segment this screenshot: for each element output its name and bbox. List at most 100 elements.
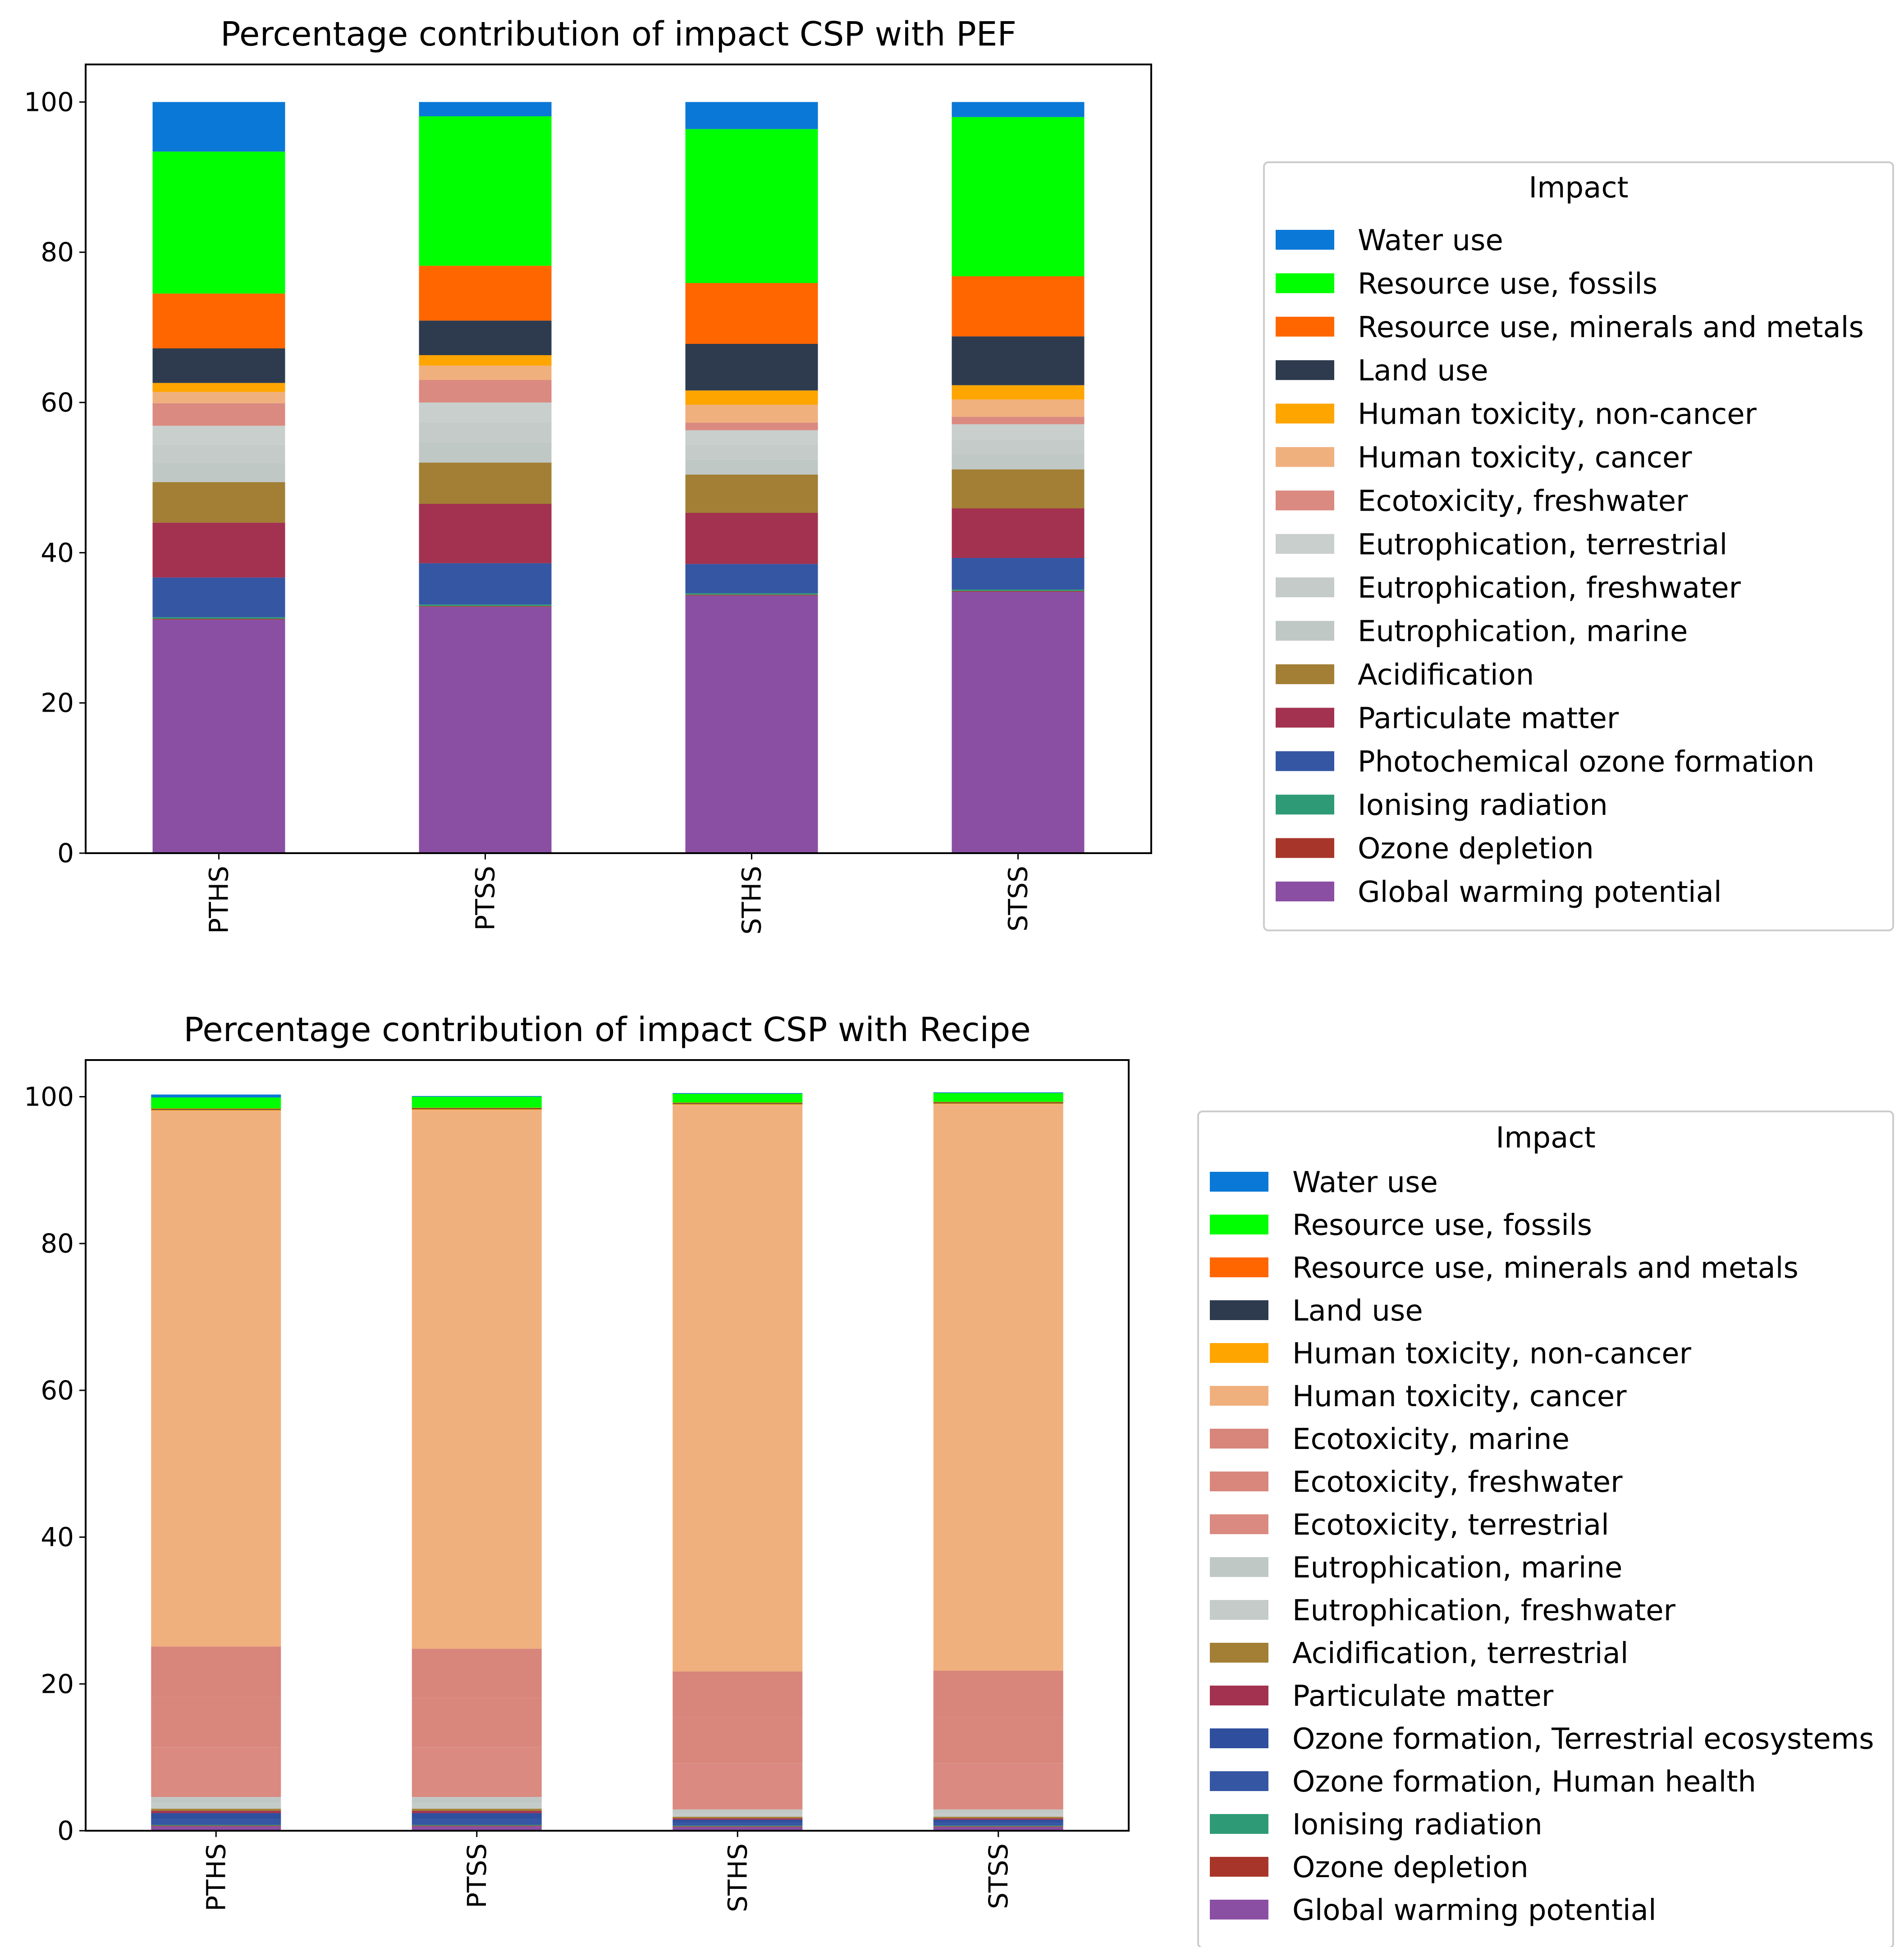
legend-swatch-eutrophication-terrestrial bbox=[1276, 534, 1334, 554]
legend-swatch-photochemical-ozone-formation bbox=[1276, 751, 1334, 771]
bar-pths-resource-use-minerals-and-metals bbox=[151, 1108, 281, 1110]
bar-sths-human-toxicity-non-cancer bbox=[685, 390, 818, 405]
y-tick-label: 40 bbox=[41, 537, 74, 568]
bar-pths-ozone-formation-human-health bbox=[151, 1819, 281, 1825]
bar-ptss-ionising-radiation bbox=[412, 1824, 542, 1826]
legend-label-ecotoxicity-marine: Ecotoxicity, marine bbox=[1292, 1423, 1570, 1456]
legend-swatch-particulate-matter bbox=[1276, 708, 1334, 728]
bar-pths-ozone-depletion bbox=[152, 619, 285, 620]
bar-sths-land-use bbox=[685, 344, 818, 391]
legend-swatch-human-toxicity-cancer bbox=[1210, 1386, 1268, 1406]
bar-pths-eutrophication-freshwater bbox=[152, 444, 285, 463]
legend-label-ozone-depletion: Ozone depletion bbox=[1358, 832, 1594, 866]
legend-label-global-warming-potential: Global warming potential bbox=[1292, 1894, 1657, 1927]
bar-pths-land-use bbox=[151, 1109, 281, 1110]
y-tick-label: 100 bbox=[24, 1081, 74, 1112]
bar-pths-eutrophication-marine bbox=[152, 463, 285, 482]
bar-pths-ionising-radiation bbox=[152, 617, 285, 619]
legend-swatch-ozone-formation-terrestrial-ecosystems bbox=[1210, 1728, 1268, 1748]
bar-ptss-human-toxicity-non-cancer bbox=[412, 1109, 542, 1110]
legend-label-eutrophication-marine: Eutrophication, marine bbox=[1358, 615, 1688, 649]
bar-sths-global-warming-potential bbox=[685, 595, 818, 853]
bar-sths-global-warming-potential bbox=[673, 1827, 803, 1831]
legend-label-resource-use-fossils: Resource use, fossils bbox=[1292, 1209, 1592, 1242]
legend-swatch-ecotoxicity-terrestrial bbox=[1210, 1514, 1268, 1534]
x-tick-label-ptss: PTSS bbox=[462, 1843, 492, 1908]
legend-swatch-ecotoxicity-freshwater bbox=[1210, 1472, 1268, 1491]
legend-swatch-ecotoxicity-marine bbox=[1210, 1429, 1268, 1449]
bar-sths-ecotoxicity-terrestrial bbox=[673, 1763, 803, 1810]
legend-label-ozone-formation-terrestrial-ecosystems: Ozone formation, Terrestrial ecosystems bbox=[1292, 1723, 1874, 1756]
bar-pths-acidification bbox=[152, 482, 285, 523]
bar-pths-ionising-radiation bbox=[151, 1824, 281, 1826]
bar-ptss-photochemical-ozone-formation bbox=[419, 563, 552, 605]
bar-pths-photochemical-ozone-formation bbox=[152, 577, 285, 617]
bar-ptss-ozone-depletion bbox=[419, 606, 552, 607]
bar-sths-ozone-formation-terrestrial-ecosystems bbox=[673, 1819, 803, 1823]
bar-ptss-eutrophication-marine bbox=[412, 1797, 542, 1803]
y-tick-label: 60 bbox=[41, 387, 74, 418]
legend-label-ionising-radiation: Ionising radiation bbox=[1292, 1808, 1542, 1842]
bar-sths-acidification-terrestrial bbox=[673, 1817, 803, 1819]
bar-sths-ozone-depletion bbox=[685, 594, 818, 596]
legend-title: Impact bbox=[1496, 1121, 1595, 1155]
legend-label-land-use: Land use bbox=[1358, 354, 1488, 388]
bar-pths-resource-use-fossils bbox=[152, 151, 285, 294]
bar-ptss-eutrophication-freshwater bbox=[419, 422, 552, 443]
bar-ptss-eutrophication-freshwater bbox=[412, 1803, 542, 1809]
bar-sths-ozone-formation-human-health bbox=[673, 1823, 803, 1826]
bar-pths-water-use bbox=[152, 102, 285, 152]
legend-title: Impact bbox=[1529, 171, 1628, 205]
bar-ptss-particulate-matter bbox=[419, 504, 552, 563]
bar-sths-resource-use-fossils bbox=[673, 1093, 803, 1103]
bar-ptss-water-use bbox=[412, 1096, 542, 1097]
legend-box bbox=[1197, 1111, 1894, 1947]
bar-stss-ionising-radiation bbox=[933, 1825, 1063, 1827]
legend-label-water-use: Water use bbox=[1292, 1166, 1438, 1199]
legend-label-photochemical-ozone-formation: Photochemical ozone formation bbox=[1358, 745, 1815, 779]
bar-pths-particulate-matter bbox=[151, 1811, 281, 1813]
bar-stss-resource-use-fossils bbox=[933, 1093, 1063, 1102]
chart-recipe: Percentage contribution of impact CSP wi… bbox=[24, 1010, 1894, 1947]
legend-swatch-resource-use-minerals-and-metals bbox=[1276, 316, 1334, 337]
legend-swatch-acidification-terrestrial bbox=[1210, 1643, 1268, 1663]
bar-pths-acidification-terrestrial bbox=[151, 1809, 281, 1811]
bar-stss-global-warming-potential bbox=[952, 592, 1085, 853]
bar-sths-eutrophication-terrestrial bbox=[685, 430, 818, 445]
bar-stss-acidification-terrestrial bbox=[933, 1817, 1063, 1819]
x-tick-label-stss: STSS bbox=[1003, 866, 1034, 932]
bar-pths-global-warming-potential bbox=[152, 619, 285, 853]
legend-label-ecotoxicity-freshwater: Ecotoxicity, freshwater bbox=[1358, 484, 1688, 518]
legend-swatch-global-warming-potential bbox=[1210, 1900, 1268, 1920]
legend-swatch-land-use bbox=[1210, 1300, 1268, 1320]
bar-ptss-ozone-formation-human-health bbox=[412, 1819, 542, 1825]
y-tick-label: 20 bbox=[41, 688, 74, 718]
bar-stss-ionising-radiation bbox=[952, 590, 1085, 591]
legend-swatch-ionising-radiation bbox=[1210, 1814, 1268, 1834]
bar-stss-resource-use-minerals-and-metals bbox=[952, 276, 1085, 337]
legend-swatch-eutrophication-freshwater bbox=[1210, 1600, 1268, 1620]
y-tick-label: 0 bbox=[57, 1815, 74, 1846]
bar-stss-particulate-matter bbox=[952, 508, 1085, 558]
bar-stss-human-toxicity-non-cancer bbox=[952, 385, 1085, 400]
bar-sths-eutrophication-freshwater bbox=[673, 1813, 803, 1817]
plot-frame bbox=[85, 64, 1152, 854]
bar-stss-eutrophication-marine bbox=[952, 454, 1085, 470]
bar-sths-eutrophication-marine bbox=[685, 459, 818, 475]
bar-sths-resource-use-fossils bbox=[685, 129, 818, 283]
y-tick-label: 100 bbox=[24, 87, 74, 117]
legend-swatch-acidification bbox=[1276, 664, 1334, 684]
x-tick-label-ptss: PTSS bbox=[470, 866, 501, 931]
bar-stss-photochemical-ozone-formation bbox=[952, 558, 1085, 590]
legend-swatch-water-use bbox=[1276, 230, 1334, 250]
bar-stss-water-use bbox=[933, 1092, 1063, 1093]
x-tick-label-sths: STHS bbox=[722, 1843, 753, 1912]
bar-ptss-global-warming-potential bbox=[412, 1826, 542, 1831]
bar-stss-ecotoxicity-freshwater bbox=[933, 1717, 1063, 1764]
bar-sths-ecotoxicity-freshwater bbox=[685, 423, 818, 430]
bar-sths-ozone-depletion bbox=[673, 1826, 803, 1827]
bar-pths-water-use bbox=[151, 1094, 281, 1098]
bar-ptss-ozone-formation-terrestrial-ecosystems bbox=[412, 1813, 542, 1819]
bar-pths-human-toxicity-cancer bbox=[151, 1111, 281, 1647]
